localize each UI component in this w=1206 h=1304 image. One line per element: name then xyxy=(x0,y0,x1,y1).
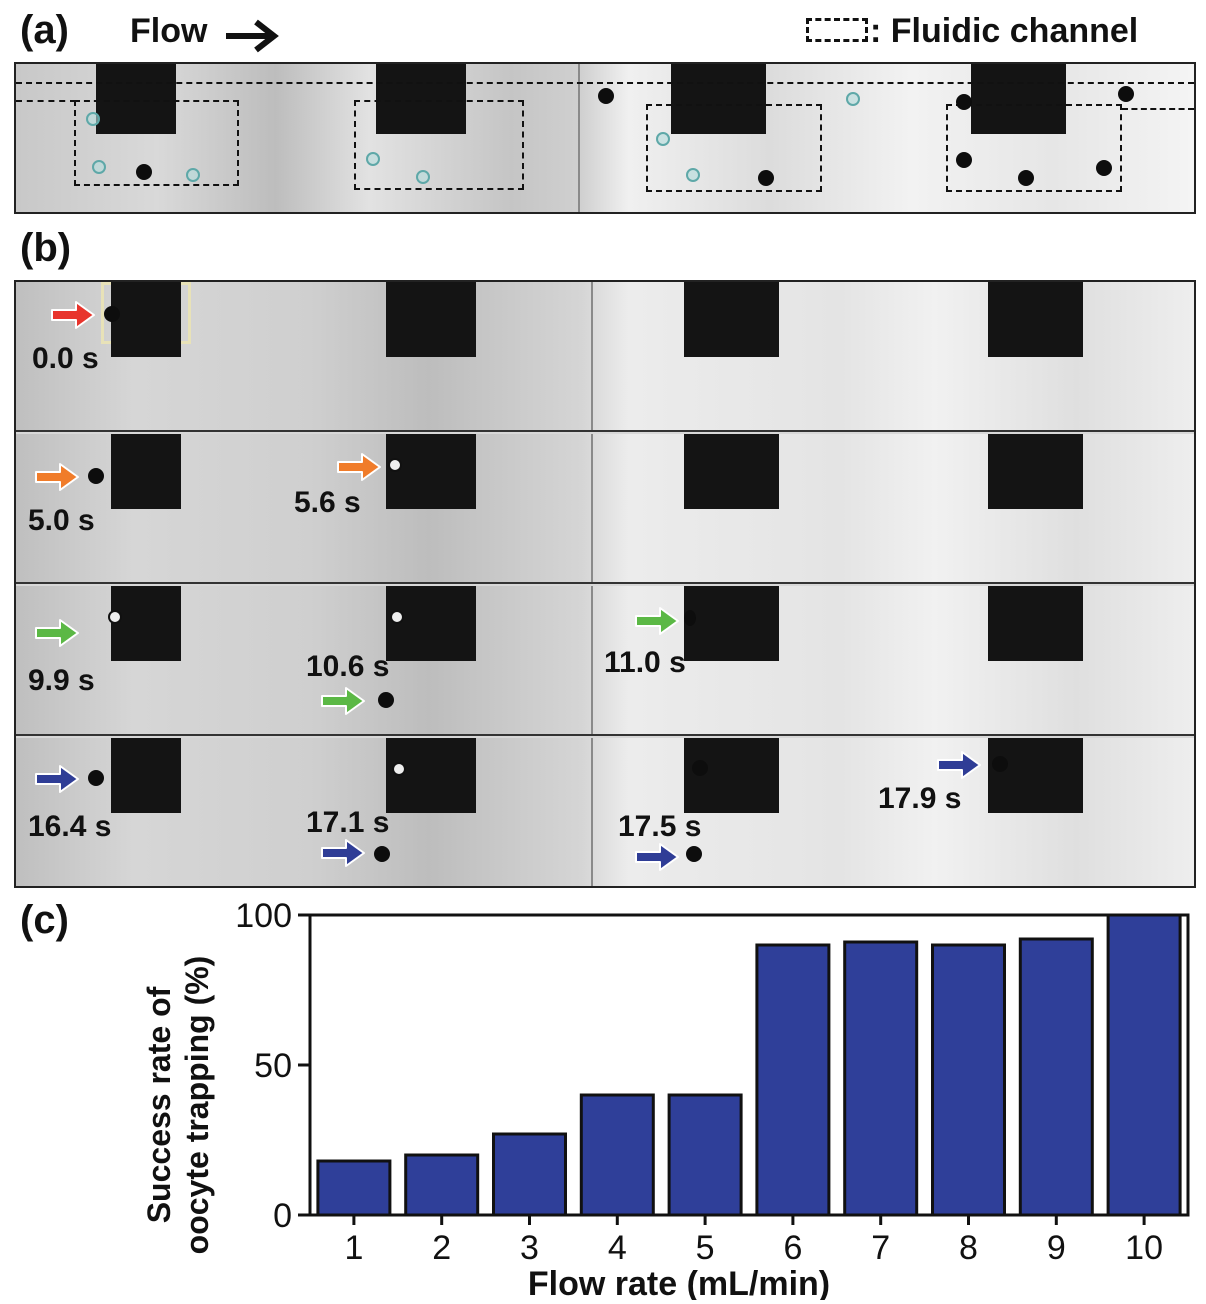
fluidic-channel-outline xyxy=(946,104,1122,192)
bar xyxy=(755,943,831,1217)
x-tick-label: 5 xyxy=(696,1229,715,1267)
bar xyxy=(931,943,1006,1217)
bar xyxy=(1106,913,1182,1217)
time-lapse-row: 9.9 s 10.6 s 11.0 s xyxy=(16,586,1194,736)
time-arrow-icon xyxy=(937,751,981,779)
legend-text: : Fluidic channel xyxy=(870,12,1139,50)
time-arrow-icon xyxy=(635,843,679,871)
x-tick-label: 7 xyxy=(871,1229,890,1267)
time-arrow-icon xyxy=(35,765,79,793)
time-arrow-icon xyxy=(321,839,365,867)
panel-b-label: (b) xyxy=(20,226,72,270)
time-lapse-row: 5.0 s 5.6 s xyxy=(16,434,1194,584)
panel-a-label: (a) xyxy=(20,8,69,52)
x-axis-label: Flow rate (mL/min) xyxy=(528,1265,830,1300)
bar-chart: 0 50 100 1 2 3 4 5 6 7 8 9 10 Flow rate (mL/min) Succe… xyxy=(141,897,1190,1300)
time-arrow-icon xyxy=(51,301,95,329)
panel-b-image: 0.0 s 5.0 s 5.6 s 9.9 s 10.6 s 11.0 s xyxy=(14,280,1196,888)
time-arrow-icon xyxy=(337,453,381,481)
legend-dashed-box-icon xyxy=(806,18,868,42)
fluidic-channel-outline xyxy=(646,104,822,192)
bar xyxy=(843,940,919,1217)
x-tick-label: 3 xyxy=(520,1229,539,1267)
time-label: 5.6 s xyxy=(294,486,361,519)
trap-structure xyxy=(96,64,176,134)
time-arrow-icon xyxy=(35,619,79,647)
x-tick-label: 2 xyxy=(432,1229,451,1267)
x-tick-label: 1 xyxy=(344,1229,363,1267)
time-lapse-row: 16.4 s 17.1 s 17.5 s 17.9 s xyxy=(16,738,1194,886)
time-label: 0.0 s xyxy=(32,342,99,375)
bar xyxy=(667,1093,743,1217)
bar xyxy=(1018,937,1094,1217)
flow-arrow-icon xyxy=(226,19,279,53)
x-tick-label: 9 xyxy=(1047,1229,1066,1267)
flow-label: Flow xyxy=(130,12,208,50)
trap-structure xyxy=(671,64,766,134)
time-label: 17.1 s xyxy=(306,806,390,839)
time-label: 9.9 s xyxy=(28,664,95,697)
x-tick-label: 10 xyxy=(1125,1229,1163,1267)
x-tick-label: 6 xyxy=(783,1229,802,1267)
trap-structure xyxy=(376,64,466,134)
time-label: 5.0 s xyxy=(28,504,95,537)
time-arrow-icon xyxy=(321,687,365,715)
time-arrow-icon xyxy=(35,463,79,491)
time-label: 17.5 s xyxy=(618,810,702,843)
y-tick-label: 100 xyxy=(235,897,292,935)
time-label: 11.0 s xyxy=(604,646,686,679)
time-arrow-icon xyxy=(635,607,679,635)
x-tick-label: 8 xyxy=(959,1229,978,1267)
y-tick-label: 50 xyxy=(254,1047,292,1085)
time-label: 17.9 s xyxy=(878,782,962,815)
bar xyxy=(404,1153,480,1217)
y-axis-label-line2: oocyte trapping (%) xyxy=(179,956,215,1255)
panel-a-image xyxy=(14,62,1196,214)
time-lapse-row: 0.0 s xyxy=(16,282,1194,432)
bar xyxy=(579,1093,655,1217)
y-axis-label-line1: Success rate of xyxy=(141,986,177,1223)
y-tick-label: 0 xyxy=(273,1197,292,1235)
fluidic-channel-outline xyxy=(74,100,239,186)
fluidic-channel-outline xyxy=(354,100,524,190)
panel-c-label: (c) xyxy=(20,898,69,942)
time-label: 16.4 s xyxy=(28,810,112,843)
trap-structure xyxy=(971,64,1066,134)
bar xyxy=(492,1132,567,1217)
x-tick-label: 4 xyxy=(608,1229,627,1267)
bar xyxy=(316,1159,392,1217)
time-label: 10.6 s xyxy=(306,650,390,683)
